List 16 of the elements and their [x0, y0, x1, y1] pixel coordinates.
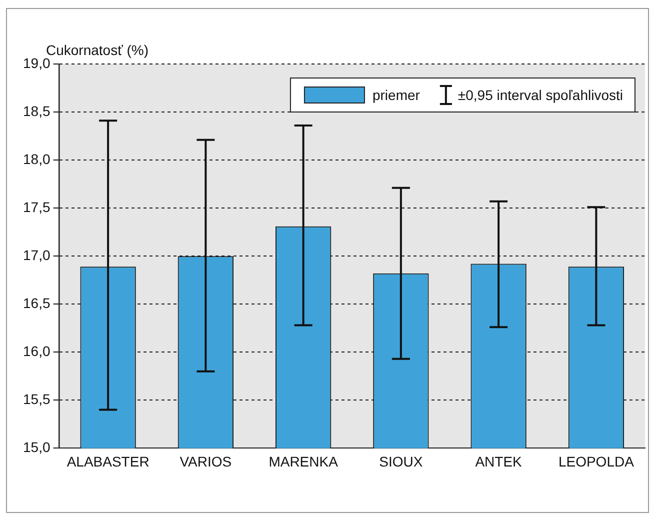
y-tick-label: 15,0 [23, 439, 50, 456]
x-tick-label: ANTEK [475, 453, 523, 470]
legend-label: priemer [372, 86, 420, 103]
y-tick-label: 17,0 [23, 246, 50, 263]
x-tick-label: SIOUX [379, 453, 424, 470]
y-tick-label: 18,5 [23, 102, 50, 119]
y-tick-label: 18,0 [23, 150, 50, 167]
x-tick-label: MARENKA [268, 453, 339, 470]
y-tick-label: 16,0 [23, 343, 50, 360]
annotation: ±0,95 interval spoľahlivosti [458, 86, 624, 103]
x-tick-label: ALABASTER [66, 453, 150, 470]
y-tick-label: 17,5 [23, 198, 50, 215]
x-tick-label: LEOPOLDA [558, 453, 635, 470]
y-tick-label: 16,5 [23, 294, 50, 311]
x-tick-label: VARIOS [180, 453, 232, 470]
y-tick-label: 15,5 [23, 391, 50, 408]
